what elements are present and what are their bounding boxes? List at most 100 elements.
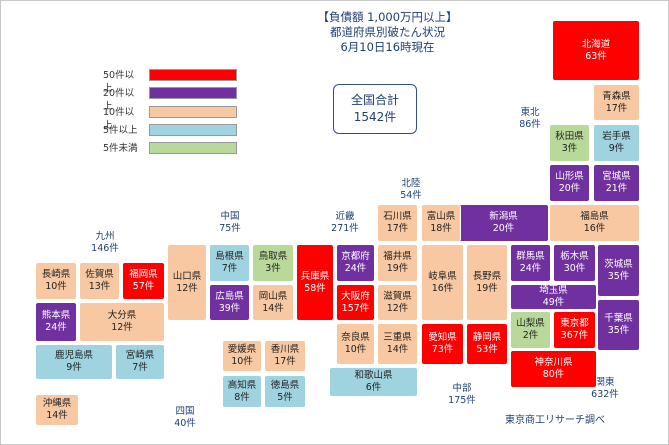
prefecture-name: 東京都 (560, 318, 589, 329)
prefecture-name: 長野県 (472, 270, 502, 282)
prefecture-name: 鹿児島県 (54, 350, 93, 361)
prefecture-tile: 徳島県 5件 (264, 375, 306, 408)
prefecture-name: 岩手県 (602, 131, 631, 142)
legend-label: 5件以上 (103, 125, 138, 136)
prefecture-tile: 山梨県 2件 (510, 311, 551, 349)
source-credit: 東京商工リサーチ調べ (505, 415, 605, 426)
prefecture-count: 19件 (386, 263, 409, 274)
prefecture-tile: 福井県 19件 (377, 244, 418, 282)
region-count: 40件 (174, 418, 196, 429)
title-line-3: 6月10日16時現在 (340, 40, 435, 54)
region-label: 近畿 271件 (320, 211, 370, 235)
prefecture-count: 3件 (265, 263, 281, 274)
prefecture-count: 20件 (492, 223, 515, 234)
prefecture-tile: 東京都 367件 (553, 311, 596, 349)
legend-swatch (149, 124, 237, 136)
prefecture-tile: 神奈川県 80件 (510, 350, 597, 388)
prefecture-name: 奈良県 (341, 332, 370, 343)
prefecture-count: 35件 (607, 325, 630, 336)
prefecture-count: 10件 (231, 356, 253, 367)
prefecture-name: 和歌山県 (354, 370, 393, 381)
legend-item: 20件以上 (103, 87, 238, 112)
prefecture-tile: 鳥取県 3件 (252, 244, 294, 282)
prefecture-tile: 広島県 39件 (209, 284, 250, 321)
prefecture-count: 12件 (111, 322, 133, 333)
prefecture-name: 愛媛県 (227, 344, 257, 355)
prefecture-count: 17件 (386, 223, 409, 234)
prefecture-name: 福岡県 (129, 269, 158, 280)
region-name: 四国 (175, 406, 195, 417)
prefecture-name: 岐阜県 (428, 270, 457, 282)
legend-label: 10件以上 (103, 107, 135, 131)
prefecture-count: 10件 (45, 281, 67, 292)
prefecture-tile: 埼玉県 49件 (510, 284, 597, 310)
national-total-box: 全国合計 1542件 (333, 84, 417, 134)
prefecture-count: 9件 (608, 143, 625, 154)
prefecture-count: 8件 (234, 391, 250, 403)
prefecture-count: 35件 (607, 270, 630, 282)
prefecture-tile: 愛知県 73件 (421, 323, 464, 365)
region-name: 北陸 (401, 178, 421, 189)
region-name: 関東 (595, 377, 615, 388)
prefecture-tile: 岩手県 9件 (593, 124, 640, 162)
prefecture-count: 13件 (88, 281, 111, 292)
prefecture-tile: 青森県 17件 (593, 84, 640, 121)
prefecture-count: 63件 (585, 50, 607, 62)
prefecture-count: 367件 (560, 330, 589, 341)
region-label: 北陸 54件 (386, 178, 436, 202)
prefecture-name: 新潟県 (489, 211, 518, 222)
region-count: 146件 (91, 243, 119, 254)
region-name: 東北 (520, 107, 540, 118)
prefecture-count: 14件 (386, 344, 409, 355)
region-name: 中部 (452, 383, 472, 394)
prefecture-count: 53件 (476, 344, 498, 355)
prefecture-tile: 香川県 17件 (264, 340, 306, 372)
legend-swatch (149, 106, 237, 118)
prefecture-name: 神奈川県 (534, 357, 573, 368)
prefecture-name: 山梨県 (516, 318, 545, 329)
legend-label: 5件未満 (103, 143, 138, 154)
prefecture-tile: 茨城県 35件 (597, 244, 640, 297)
prefecture-name: 徳島県 (270, 379, 300, 391)
prefecture-name: 北海道 (581, 38, 611, 50)
legend-label: 50件以上 (103, 70, 135, 94)
prefecture-count: 2件 (522, 330, 539, 341)
prefecture-count: 7件 (132, 362, 148, 373)
prefecture-name: 栃木県 (560, 251, 589, 262)
prefecture-name: 山形県 (555, 171, 584, 182)
prefecture-tile: 岡山県 14件 (252, 284, 294, 321)
prefecture-name: 福島県 (580, 211, 609, 222)
prefecture-name: 香川県 (270, 344, 300, 355)
prefecture-count: 20件 (558, 183, 581, 194)
prefecture-name: 兵庫県 (300, 270, 330, 282)
region-count: 54件 (400, 190, 422, 201)
prefecture-name: 茨城県 (604, 258, 633, 270)
prefecture-name: 千葉県 (604, 313, 633, 324)
national-total-label: 全国合計 (350, 93, 399, 107)
prefecture-tile: 和歌山県 6件 (329, 367, 418, 397)
legend-swatch (149, 69, 237, 81)
region-label: 関東 632件 (580, 377, 630, 401)
map-title: 【負債額 1,000万円以上】 都道府県別破たん状況 6月10日16時現在 (300, 10, 475, 55)
prefecture-count: 5件 (277, 391, 293, 403)
region-label: 東北 86件 (505, 107, 555, 131)
prefecture-tile: 鹿児島県 9件 (35, 344, 113, 380)
prefecture-name: 長崎県 (41, 269, 71, 280)
title-line-2: 都道府県別破たん状況 (330, 25, 445, 39)
prefecture-name: 鳥取県 (258, 251, 288, 262)
prefecture-tile: 長崎県 10件 (35, 262, 77, 300)
region-label: 中国 75件 (205, 211, 255, 235)
prefecture-name: 京都府 (341, 251, 370, 262)
prefecture-tile: 富山県 18件 (421, 204, 461, 242)
prefecture-tile: 宮崎県 7件 (115, 344, 165, 380)
prefecture-name: 愛知県 (428, 332, 457, 343)
prefecture-name: 石川県 (383, 211, 412, 222)
prefecture-name: 沖縄県 (42, 398, 72, 409)
prefecture-tile: 沖縄県 14件 (35, 394, 79, 426)
prefecture-tile: 奈良県 10件 (336, 323, 375, 365)
prefecture-name: 佐賀県 (85, 269, 114, 280)
prefecture-name: 島根県 (215, 251, 244, 262)
prefecture-name: 群馬県 (516, 251, 545, 262)
prefecture-count: 30件 (563, 263, 586, 274)
prefecture-name: 埼玉県 (539, 285, 568, 296)
